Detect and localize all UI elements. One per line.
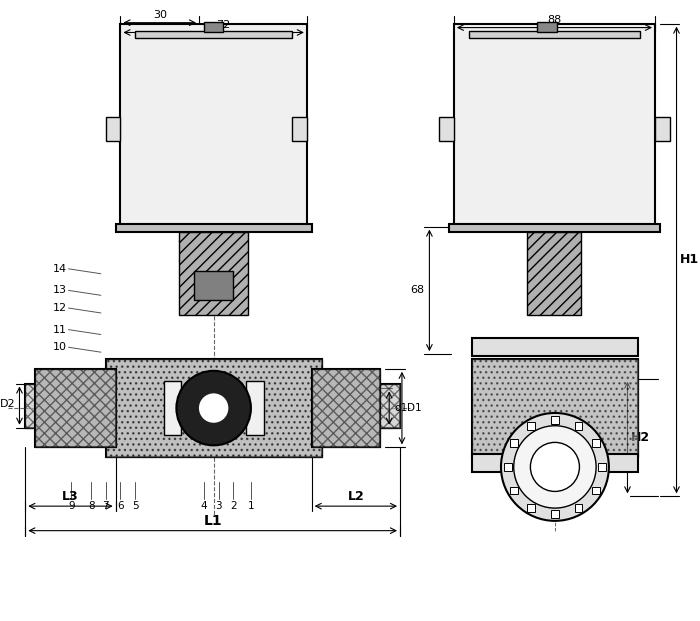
Bar bbox=[164, 381, 181, 435]
Bar bbox=[510, 486, 518, 494]
Circle shape bbox=[514, 426, 596, 508]
Bar bbox=[592, 440, 600, 447]
Text: 2: 2 bbox=[230, 501, 237, 511]
Bar bbox=[538, 22, 557, 32]
Text: H1: H1 bbox=[680, 253, 699, 266]
Bar bbox=[135, 30, 292, 39]
Bar bbox=[528, 232, 582, 315]
Text: H2: H2 bbox=[631, 431, 650, 444]
Text: 4: 4 bbox=[200, 501, 207, 511]
Text: 72: 72 bbox=[216, 19, 230, 30]
Bar bbox=[302, 384, 400, 428]
Text: 6: 6 bbox=[117, 501, 124, 511]
Bar bbox=[454, 24, 655, 227]
Bar bbox=[575, 422, 582, 430]
Bar bbox=[472, 359, 638, 457]
Bar bbox=[472, 359, 638, 457]
Text: L1: L1 bbox=[204, 514, 222, 528]
Bar bbox=[292, 117, 307, 142]
Bar bbox=[468, 30, 640, 39]
Bar bbox=[504, 463, 512, 471]
Bar bbox=[312, 369, 380, 447]
Bar bbox=[592, 486, 600, 494]
Text: 7: 7 bbox=[102, 501, 109, 511]
Text: L3: L3 bbox=[62, 490, 79, 503]
Text: d1: d1 bbox=[394, 403, 407, 413]
Text: 3: 3 bbox=[215, 501, 222, 511]
Bar bbox=[598, 463, 606, 471]
Bar bbox=[116, 224, 312, 232]
Text: 11: 11 bbox=[52, 325, 66, 335]
Bar bbox=[35, 369, 116, 447]
Bar bbox=[106, 117, 120, 142]
Bar bbox=[551, 510, 559, 518]
Bar bbox=[120, 24, 307, 227]
Bar bbox=[472, 338, 638, 356]
Bar bbox=[551, 416, 559, 424]
Bar bbox=[179, 232, 248, 315]
Text: 5: 5 bbox=[132, 501, 139, 511]
Circle shape bbox=[176, 371, 251, 445]
Bar bbox=[25, 384, 123, 428]
Bar bbox=[246, 381, 264, 435]
Bar bbox=[302, 384, 400, 428]
Text: 30: 30 bbox=[153, 10, 167, 20]
Bar bbox=[204, 22, 223, 32]
Text: L2: L2 bbox=[347, 490, 364, 503]
Text: 88: 88 bbox=[547, 15, 561, 25]
Bar bbox=[35, 369, 116, 447]
Text: 68: 68 bbox=[410, 286, 424, 296]
Text: D2: D2 bbox=[0, 399, 15, 409]
Circle shape bbox=[199, 393, 228, 423]
Bar bbox=[655, 117, 670, 142]
Bar bbox=[472, 454, 638, 472]
Text: 13: 13 bbox=[52, 286, 66, 296]
Text: 14: 14 bbox=[52, 264, 66, 274]
Circle shape bbox=[531, 442, 580, 491]
Bar bbox=[106, 359, 321, 457]
Bar bbox=[106, 359, 321, 457]
Bar bbox=[575, 504, 582, 512]
Text: 1: 1 bbox=[248, 501, 254, 511]
Text: 8: 8 bbox=[88, 501, 94, 511]
Text: D1: D1 bbox=[407, 403, 421, 413]
Circle shape bbox=[501, 413, 609, 521]
Bar bbox=[439, 117, 454, 142]
Bar bbox=[528, 422, 536, 430]
Bar bbox=[312, 369, 380, 447]
Bar bbox=[510, 440, 518, 447]
Text: 12: 12 bbox=[52, 303, 66, 313]
Bar bbox=[449, 224, 660, 232]
Bar bbox=[528, 504, 536, 512]
Bar bbox=[25, 384, 123, 428]
Bar bbox=[194, 271, 233, 300]
Text: 10: 10 bbox=[52, 342, 66, 352]
Text: 9: 9 bbox=[68, 501, 75, 511]
